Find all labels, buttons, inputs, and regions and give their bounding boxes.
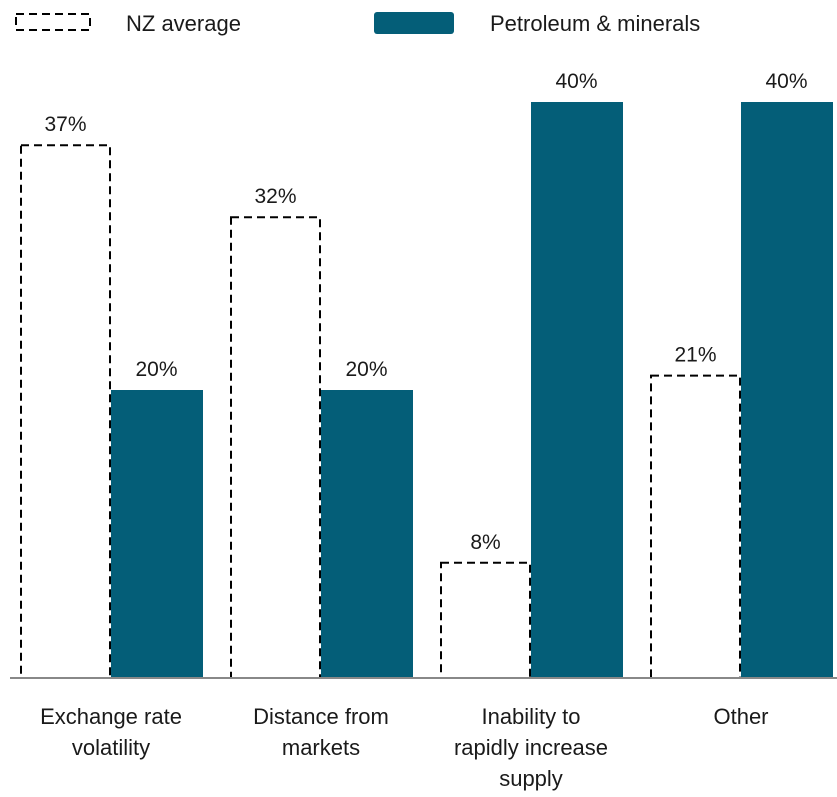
bar-petroleum-minerals-1 (321, 390, 413, 678)
bars-group (20, 102, 833, 679)
data-label-petroleum-minerals-0: 20% (135, 358, 177, 381)
category-label-2-line-1: rapidly increase (454, 735, 608, 760)
legend: NZ average Petroleum & minerals (15, 11, 700, 36)
category-labels-group: Exchange rate volatility Distance from mark… (40, 704, 768, 791)
data-label-petroleum-minerals-2: 40% (555, 70, 597, 93)
data-label-nz-average-3: 21% (674, 344, 716, 367)
bar-nz-average-2 (440, 561, 531, 679)
data-label-nz-average-2: 8% (470, 531, 500, 554)
data-label-nz-average-0: 37% (44, 113, 86, 136)
legend-swatch-petroleum-minerals (374, 12, 454, 34)
bar-nz-average-3 (650, 374, 741, 679)
legend-swatch-nz-average (15, 13, 91, 31)
category-label-2-line-2: supply (499, 766, 563, 791)
value-labels-group: 37% 20% 32% 20% 8% 40% 21% 40% (44, 70, 807, 554)
bar-petroleum-minerals-3 (741, 102, 833, 678)
data-label-petroleum-minerals-1: 20% (345, 358, 387, 381)
category-label-3-line-0: Other (713, 704, 768, 729)
bar-petroleum-minerals-0 (111, 390, 203, 678)
bar-petroleum-minerals-2 (531, 102, 623, 678)
legend-label-petroleum-minerals: Petroleum & minerals (490, 11, 700, 36)
category-label-2-line-0: Inability to (481, 704, 580, 729)
bar-nz-average-0 (20, 144, 111, 679)
legend-label-nz-average: NZ average (126, 11, 241, 36)
category-label-1-line-0: Distance from (253, 704, 389, 729)
data-label-nz-average-1: 32% (254, 185, 296, 208)
bar-nz-average-1 (230, 216, 321, 679)
category-label-0-line-1: volatility (72, 735, 150, 760)
data-label-petroleum-minerals-3: 40% (765, 70, 807, 93)
category-label-1-line-1: markets (282, 735, 360, 760)
category-label-0-line-0: Exchange rate (40, 704, 182, 729)
